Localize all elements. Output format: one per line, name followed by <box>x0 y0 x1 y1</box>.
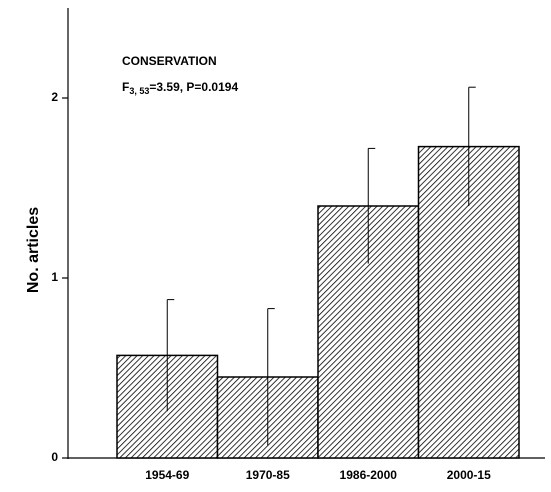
annotation-main: F <box>122 80 129 94</box>
annotation: F3, 53=3.59, P=0.0194 <box>122 80 238 96</box>
x-tick-label: 1954-69 <box>145 468 189 482</box>
y-tick-label: 0 <box>51 450 58 464</box>
y-axis-label: No. articles <box>25 207 42 293</box>
annotation-rest: =3.59, P=0.0194 <box>149 80 238 94</box>
x-tick-label: 1986-2000 <box>340 468 398 482</box>
x-tick-label: 1970-85 <box>246 468 290 482</box>
y-tick-label: 1 <box>51 270 58 284</box>
x-tick-label: 2000-15 <box>447 468 491 482</box>
y-tick-label: 2 <box>51 90 58 104</box>
annotation-subscript: 3, 53 <box>129 86 149 96</box>
chart-title: CONSERVATION <box>122 54 217 68</box>
